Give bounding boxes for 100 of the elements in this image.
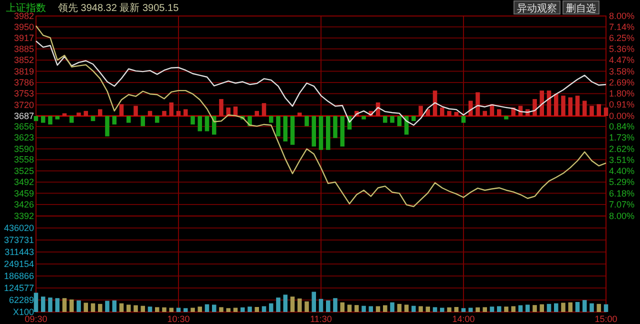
text: 异动观察 — [517, 2, 557, 14]
bar — [362, 116, 366, 120]
x-tick-label: 09:30 — [24, 314, 48, 324]
bar — [283, 294, 288, 312]
bar — [447, 307, 452, 312]
y-tick-label: 311443 — [4, 247, 34, 257]
bar — [98, 109, 102, 116]
y2-tick-label: 6.18% — [609, 188, 635, 198]
x-tick-label: 11:30 — [310, 314, 332, 324]
bar — [98, 304, 102, 312]
bar — [140, 306, 146, 312]
bar — [496, 306, 502, 312]
bar — [340, 302, 345, 312]
bar — [76, 112, 81, 116]
y-tick-label: 3852 — [14, 55, 34, 66]
bar — [326, 300, 330, 312]
bar — [154, 116, 160, 123]
y2-tick-label: 4.47% — [609, 55, 635, 66]
bar — [482, 110, 488, 116]
bar — [134, 106, 138, 116]
bar — [169, 102, 174, 116]
y2-tick-label: 8.00% — [609, 211, 635, 221]
x-tick-label: 15:00 — [594, 314, 618, 324]
y-tick-label: 249154 — [4, 259, 34, 269]
bar — [219, 99, 224, 116]
bar — [134, 305, 138, 312]
bar — [532, 305, 537, 312]
y2-tick-label: 4.40% — [609, 166, 635, 176]
bar — [554, 303, 558, 312]
bar — [590, 106, 594, 116]
y2-tick-label: 5.36% — [609, 44, 635, 54]
bar — [254, 110, 260, 116]
bar — [461, 308, 466, 312]
y2-tick-label: 2.69% — [609, 77, 635, 88]
bar — [525, 304, 530, 312]
bar — [426, 306, 430, 312]
bar — [546, 304, 552, 312]
bar — [276, 298, 280, 312]
bar — [112, 300, 117, 312]
bar — [240, 307, 245, 312]
bar — [418, 106, 423, 116]
bar — [204, 116, 210, 132]
bar — [454, 112, 459, 116]
bar — [418, 306, 423, 312]
y2-tick-label: 3.58% — [609, 66, 635, 76]
bar — [212, 304, 216, 312]
y-tick-label: 3819 — [14, 66, 34, 76]
bar — [461, 116, 466, 123]
y2-tick-label: 0.00% — [609, 111, 635, 121]
bar — [540, 304, 544, 312]
y-tick-label: 3687 — [14, 111, 34, 121]
y2-tick-label: 3.51% — [609, 154, 635, 165]
bar — [198, 306, 202, 312]
bar — [604, 304, 608, 312]
y2-tick-label: 6.25% — [609, 32, 635, 43]
bar — [105, 116, 110, 136]
bar — [262, 103, 266, 116]
y-tick-label: 3426 — [14, 199, 34, 210]
bar — [34, 116, 38, 122]
bar — [312, 292, 316, 312]
bar — [290, 116, 295, 145]
y-tick-label: 3590 — [14, 144, 34, 154]
bar — [390, 302, 394, 312]
bar — [554, 94, 558, 116]
bar — [333, 116, 338, 138]
bar — [126, 304, 131, 312]
bar — [440, 308, 444, 312]
bar — [276, 116, 280, 136]
bar — [511, 306, 516, 312]
text: 删自选 — [566, 2, 596, 14]
bar — [262, 306, 266, 312]
y-tick-label: 3492 — [14, 177, 34, 188]
bar — [162, 307, 166, 312]
bar — [198, 116, 202, 132]
y-tick-label: 3656 — [14, 122, 34, 132]
bar — [504, 116, 508, 120]
bar — [390, 116, 394, 123]
y-tick-label: 3558 — [14, 154, 34, 165]
x-tick-label: 10:30 — [167, 314, 190, 324]
bar — [476, 92, 480, 116]
y-tick-label: X100 — [12, 307, 34, 317]
bar — [69, 116, 74, 123]
chart-title: 上证指数 — [6, 2, 46, 14]
bar — [190, 308, 195, 312]
y-tick-label: 62289 — [8, 295, 34, 305]
y-tick-label: 3623 — [14, 132, 34, 143]
bar — [468, 308, 473, 312]
bar — [90, 116, 96, 122]
bar — [476, 307, 480, 312]
bar — [112, 116, 117, 124]
bar — [297, 112, 302, 116]
y2-tick-label: 2.62% — [609, 144, 635, 154]
bar — [148, 110, 152, 116]
bar — [447, 110, 452, 116]
bar — [48, 116, 52, 124]
bar — [84, 110, 88, 116]
bar — [596, 104, 602, 116]
bar — [297, 298, 302, 312]
bar — [204, 304, 210, 312]
bar — [40, 296, 46, 312]
